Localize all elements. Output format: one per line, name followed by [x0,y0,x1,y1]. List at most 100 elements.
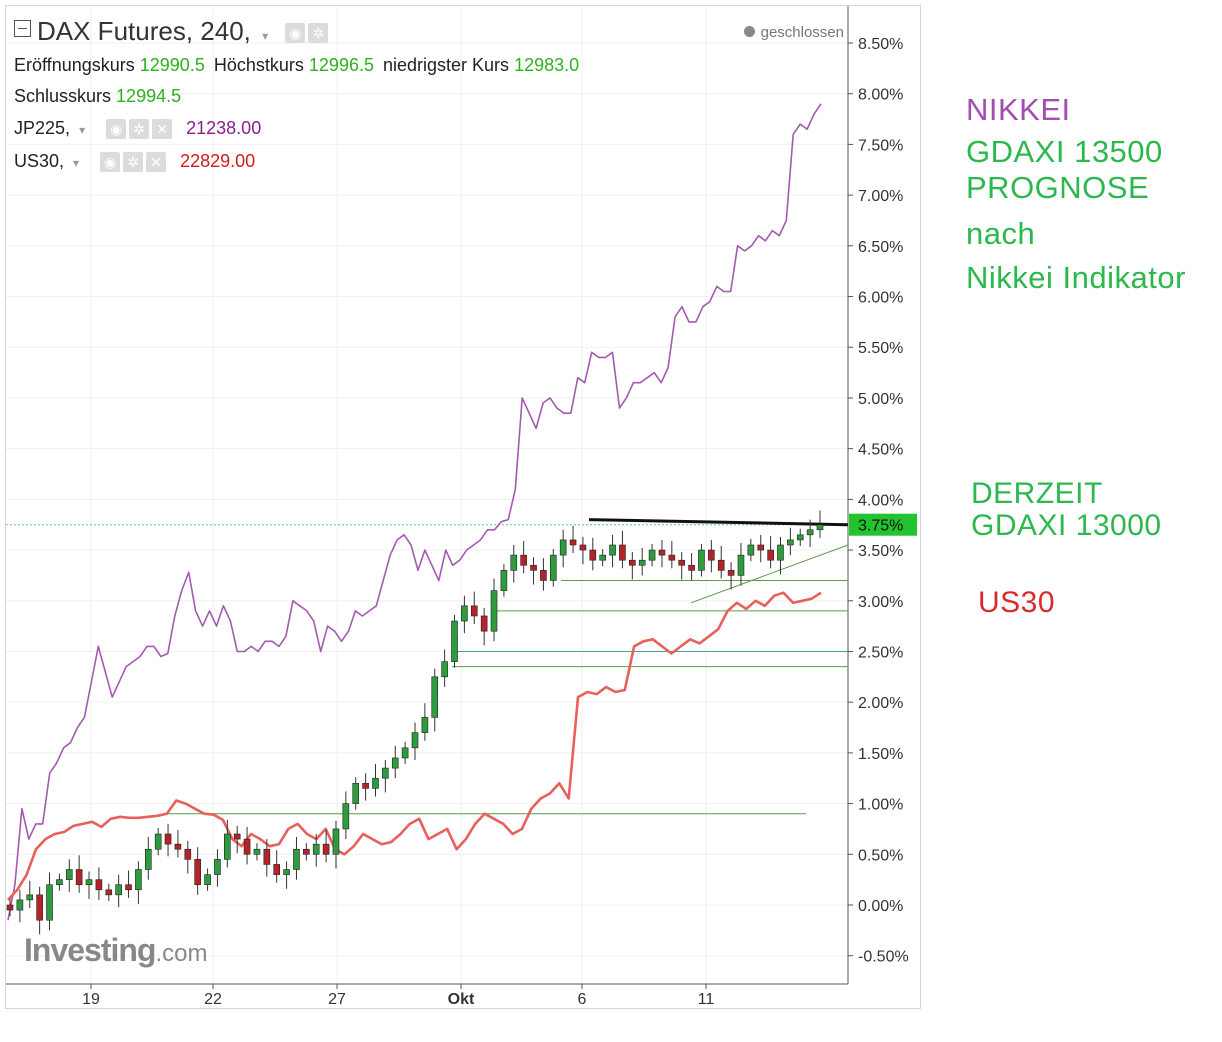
chart-frame: 8.50% 8.00% 7.50% 7.00% 6.50% 6.00% 5.50% 5.00%… [5,5,921,1009]
candle-up [26,894,34,901]
candle-up [559,539,567,556]
ohlc-row: Eröffnungskurs 12990.5 Höchstkurs 12996.… [14,55,579,76]
gear-icon[interactable]: ✲ [129,119,150,140]
candle-down [164,833,172,845]
annotation-nikkei: NIKKEI [966,92,1071,127]
candle-up [115,884,122,896]
y-tick-label: 1.00% [858,797,903,814]
x-tick-label: 6 [578,991,587,1008]
candle-down [717,559,725,571]
logo-brand: Investing [24,932,156,968]
candle-down [480,615,488,632]
candle-up [214,859,221,875]
close-icon[interactable]: ✕ [146,152,167,173]
candle-up [224,833,231,860]
candle-up [698,549,705,571]
candle-up [638,559,646,566]
candle-up [65,869,73,880]
candle-up [648,549,656,561]
investing-logo: Investing.com [24,932,207,969]
y-tick-label: 7.50% [858,137,903,154]
candle-up [135,869,142,891]
candle-down [678,559,686,566]
annotation-gdaxi-current: GDAXI 13000 [971,509,1162,542]
low-label: niedrigster Kurs [383,55,510,75]
candle-up [16,899,24,911]
candle-up [816,524,824,531]
x-tick-label: 22 [204,991,222,1008]
close-label: Schlusskurs [14,86,112,106]
candle-up [293,848,300,870]
x-tick-label: 11 [698,991,715,1008]
candle-up [85,879,93,886]
high-value: 12996.5 [308,55,374,75]
candle-up [411,732,419,749]
candle-up [787,539,794,546]
dax-chart[interactable]: 8.50% 8.00% 7.50% 7.00% 6.50% 6.00% 5.50% 5.00%… [6,6,920,1008]
chevron-down-icon[interactable]: ▾ [262,29,269,43]
low-value: 12983.0 [514,55,580,75]
candle-up [490,590,498,632]
candle-up [144,848,152,870]
gear-icon[interactable]: ✲ [123,152,144,173]
candle-down [569,539,577,546]
candle-down [520,554,527,566]
eye-icon[interactable]: ◉ [100,152,121,173]
candle-up [461,605,468,622]
overlay-jp225-name: JP225, [14,118,71,138]
y-tick-label: 2.00% [858,695,903,712]
collapse-icon[interactable] [14,20,31,37]
candle-up [421,717,429,733]
candle-down [75,869,83,886]
candle-down [589,549,597,561]
candle-down [174,843,182,850]
candle-down [6,904,14,911]
candle-up [796,534,804,541]
candle-up [342,803,350,830]
candle-up [372,777,379,789]
candle-down [668,554,676,561]
overlay-us30-value: 22829.00 [180,151,256,171]
candle-up [46,884,53,921]
candle-down [303,848,310,855]
chevron-down-icon[interactable]: ▾ [79,123,86,137]
chevron-down-icon[interactable]: ▾ [73,156,80,170]
candle-up [777,544,784,561]
candle-down [194,859,201,886]
close-icon[interactable]: ✕ [152,119,173,140]
eye-icon[interactable]: ◉ [285,23,306,44]
status-dot-icon [743,26,755,37]
eye-icon[interactable]: ◉ [106,119,127,140]
candle-down [629,559,636,566]
y-tick-label: 5.00% [858,391,903,408]
y-tick-label: 6.50% [858,239,903,256]
gear-icon[interactable]: ✲ [308,23,329,44]
status-text: geschlossen [760,24,844,41]
candle-up [352,783,360,804]
candle-down [273,864,281,875]
candle-up [441,661,448,678]
candle-down [688,564,695,571]
candle-down [658,549,666,556]
candle-down [125,884,132,891]
candle-up [510,554,518,571]
resistance-line [588,518,849,527]
y-tick-label: 0.50% [858,847,903,864]
candle-down [105,889,113,896]
x-tick-label: 27 [328,991,346,1008]
candle-down [243,838,251,855]
candle-up [431,676,439,718]
annotation-prognose: PROGNOSE [966,170,1150,205]
y-tick-label: 0.00% [858,898,903,915]
overlay-us30-row[interactable]: US30, ▾ ◉ ✲ ✕ 22829.00 [14,151,256,173]
candle-up [549,554,557,581]
y-tick-label: 1.50% [858,746,903,763]
open-value: 12990.5 [139,55,205,75]
y-tick-label: 7.00% [858,188,903,205]
candle-up [382,767,389,779]
overlay-jp225-row[interactable]: JP225, ▾ ◉ ✲ ✕ 21238.00 [14,118,261,140]
candle-up [253,848,261,855]
market-status: geschlossen [743,24,844,41]
candle-up [332,828,340,855]
y-tick-label: 3.00% [858,594,903,611]
